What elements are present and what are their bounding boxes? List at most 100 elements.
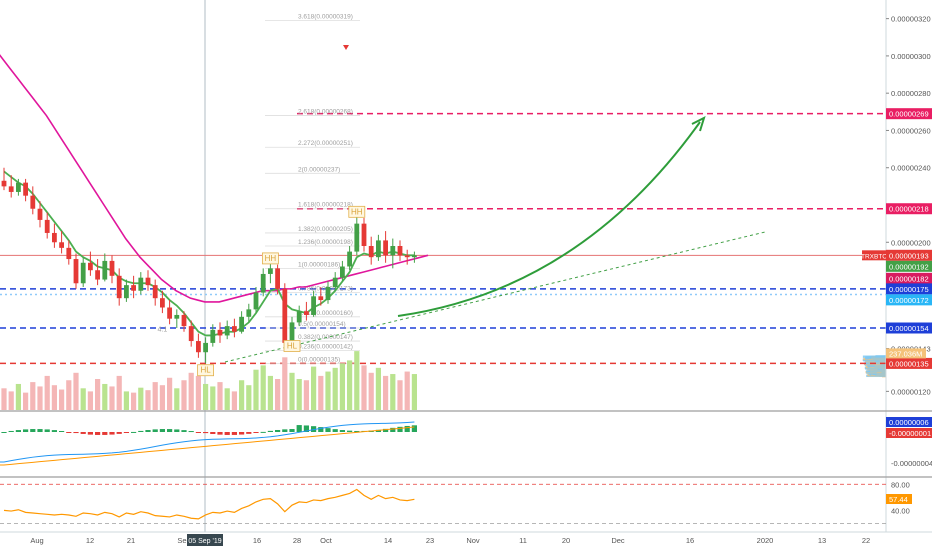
price-badge-label: 0.00000172 <box>889 296 929 305</box>
volume-bar <box>109 386 115 410</box>
macd-histogram <box>1 425 417 435</box>
price-tick-label: 0.00000240 <box>891 164 931 173</box>
macd-bar <box>339 430 345 432</box>
macd-bar <box>51 430 57 432</box>
fib-level-label: 0.618(0.00000160) <box>298 310 353 317</box>
fib-level-label: 1.236(0.00000198) <box>298 239 353 246</box>
macd-bar <box>311 426 317 432</box>
candle-body <box>210 329 216 343</box>
macd-bar <box>303 425 309 432</box>
macd-line <box>0 421 415 463</box>
volume-bar <box>116 375 122 410</box>
volume-badge-label: 237.036M <box>889 349 922 358</box>
volume-bar <box>131 392 137 410</box>
volume-bars <box>1 351 417 410</box>
candle-body <box>224 326 230 336</box>
pattern-label: HH <box>351 207 363 216</box>
candle-body <box>37 208 43 220</box>
fib-level-label: 2(0.00000237) <box>298 166 340 173</box>
macd-bar <box>246 432 252 434</box>
macd-bar <box>203 432 209 434</box>
fib-level-label: 2.272(0.00000251) <box>298 140 353 147</box>
rsi-badge-label: 57.44 <box>889 495 908 504</box>
rsi-line <box>3 488 415 520</box>
fib-level-label: 0(0.00000135) <box>298 356 340 363</box>
volume-bar <box>203 383 209 410</box>
macd-bar <box>131 431 137 433</box>
macd-bar <box>390 427 396 432</box>
candle-body <box>404 255 410 258</box>
price-badge <box>886 357 932 369</box>
macd-bar <box>375 429 381 432</box>
candle-body <box>311 296 316 315</box>
macd-bar <box>87 432 93 435</box>
macd-bar <box>267 430 273 432</box>
candle-body <box>181 314 187 327</box>
time-tick-label: 12 <box>86 536 94 545</box>
macd-badge-label: 0.00000006 <box>889 418 929 427</box>
candle-body <box>368 246 374 258</box>
volume-bar <box>224 388 230 410</box>
rsi-tick-label: 80.00 <box>891 480 910 489</box>
candle-body <box>289 322 295 343</box>
macd-bar <box>347 430 353 432</box>
crosshair-time-label: 05 Sep '19 <box>188 538 221 545</box>
price-badge <box>886 108 932 120</box>
fib-level-label: 0.786(0.00000173) <box>298 286 353 293</box>
time-tick-label: Se <box>177 536 186 545</box>
price-tick-label: 0.00000300 <box>891 52 931 61</box>
price-badge <box>886 203 932 215</box>
macd-bar <box>188 431 194 433</box>
price-badge-label: 0.00000182 <box>889 274 929 283</box>
time-tick-label: 11 <box>519 536 527 545</box>
volume-bar <box>145 390 151 410</box>
fib-level-label: 0.236(0.00000142) <box>298 343 353 350</box>
candle-body <box>203 342 208 353</box>
macd-bar <box>397 426 403 432</box>
macd-bar <box>109 432 115 435</box>
volume-bar <box>181 380 187 410</box>
volume-bar <box>267 375 273 410</box>
pattern-label: HH <box>265 254 277 263</box>
volume-bar <box>339 363 345 410</box>
signal-marker <box>343 45 349 50</box>
volume-bar <box>167 377 173 410</box>
candles <box>1 167 417 364</box>
fib-level-label: 1.382(0.00000205) <box>298 226 353 233</box>
volume-bar <box>73 372 79 410</box>
candle-body <box>95 270 100 280</box>
price-tick-label: 0.00000260 <box>891 126 931 135</box>
macd-bar <box>282 429 288 432</box>
macd-bar <box>210 432 216 434</box>
macd-bar <box>73 432 79 434</box>
pattern-label-box <box>261 252 279 265</box>
macd-bar <box>167 429 173 432</box>
macd-bar <box>325 428 331 432</box>
volume-bar <box>8 391 14 410</box>
sma-line <box>0 54 429 303</box>
volume-bar <box>354 351 360 410</box>
volume-bar <box>311 366 317 410</box>
volume-bar <box>15 383 21 410</box>
volume-bar <box>66 380 72 410</box>
pattern-label: HL <box>287 342 298 351</box>
fib-level-label: 3.618(0.00000319) <box>298 14 353 21</box>
macd-bar <box>8 430 14 432</box>
candle-body <box>1 180 7 187</box>
macd-bar <box>411 425 417 432</box>
volume-bar <box>174 388 180 410</box>
volume-bar <box>289 372 295 410</box>
volume-bar <box>59 389 65 410</box>
macd-bar <box>116 432 122 434</box>
macd-bar <box>224 432 230 435</box>
candle-body <box>160 298 165 308</box>
volume-bar <box>51 385 57 410</box>
time-tick-label: 16 <box>253 536 261 545</box>
price-tick-label: 0.00000120 <box>891 387 931 396</box>
rsi-tick-label: 40.00 <box>891 506 910 515</box>
macd-bar <box>231 432 237 435</box>
candle-body <box>116 275 122 299</box>
candle-body <box>397 246 403 256</box>
